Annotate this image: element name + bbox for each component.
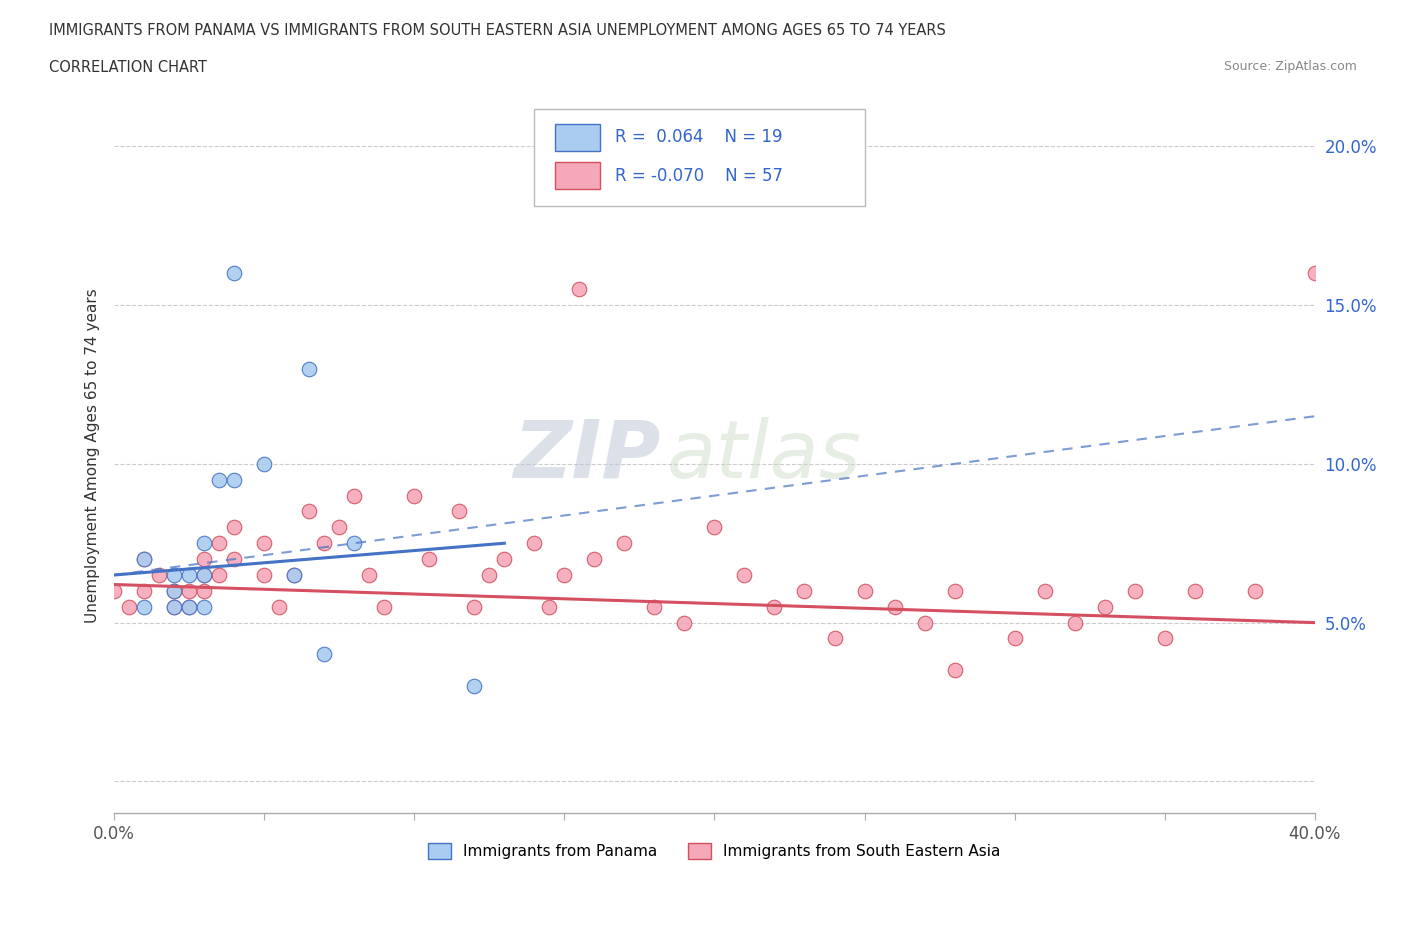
Point <box>253 536 276 551</box>
Text: R = -0.070    N = 57: R = -0.070 N = 57 <box>614 166 783 185</box>
Text: CORRELATION CHART: CORRELATION CHART <box>49 60 207 75</box>
Point <box>179 583 201 598</box>
Point <box>1033 583 1056 598</box>
Point <box>1184 583 1206 598</box>
Point <box>298 361 321 376</box>
Point <box>943 663 966 678</box>
Point <box>824 631 846 646</box>
Point <box>224 520 246 535</box>
Point <box>179 567 201 582</box>
Point <box>224 551 246 566</box>
Point <box>193 567 215 582</box>
Point <box>418 551 440 566</box>
Point <box>373 599 395 614</box>
Point <box>733 567 755 582</box>
Point <box>253 567 276 582</box>
Point <box>538 599 561 614</box>
Point <box>343 488 366 503</box>
Point <box>673 615 696 630</box>
Point <box>449 504 471 519</box>
Point <box>224 472 246 487</box>
Legend: Immigrants from Panama, Immigrants from South Eastern Asia: Immigrants from Panama, Immigrants from … <box>429 844 1001 859</box>
Point <box>343 536 366 551</box>
Point <box>208 536 231 551</box>
Text: Source: ZipAtlas.com: Source: ZipAtlas.com <box>1223 60 1357 73</box>
Point <box>494 551 516 566</box>
Point <box>314 536 336 551</box>
Point <box>283 567 305 582</box>
Point <box>793 583 815 598</box>
Point <box>943 583 966 598</box>
Point <box>314 647 336 662</box>
Point <box>643 599 665 614</box>
Point <box>478 567 501 582</box>
FancyBboxPatch shape <box>534 110 865 206</box>
Point <box>193 536 215 551</box>
Point <box>703 520 725 535</box>
Text: R =  0.064    N = 19: R = 0.064 N = 19 <box>614 128 782 146</box>
Point <box>269 599 291 614</box>
Point <box>193 599 215 614</box>
Point <box>1153 631 1175 646</box>
Point <box>163 583 186 598</box>
Point <box>163 599 186 614</box>
Point <box>1063 615 1085 630</box>
Text: atlas: atlas <box>666 417 862 495</box>
Point <box>148 567 170 582</box>
Point <box>193 551 215 566</box>
Point <box>163 599 186 614</box>
Point <box>463 679 485 694</box>
Point <box>1004 631 1026 646</box>
Point <box>1303 266 1326 281</box>
Y-axis label: Unemployment Among Ages 65 to 74 years: Unemployment Among Ages 65 to 74 years <box>86 288 100 623</box>
Point <box>179 599 201 614</box>
Point <box>883 599 905 614</box>
Point <box>134 599 156 614</box>
Point <box>298 504 321 519</box>
Point <box>568 282 591 297</box>
Point <box>523 536 546 551</box>
Point <box>613 536 636 551</box>
Point <box>193 567 215 582</box>
Point <box>404 488 426 503</box>
Point <box>328 520 350 535</box>
Point <box>914 615 936 630</box>
Point <box>463 599 485 614</box>
Point <box>179 599 201 614</box>
Point <box>359 567 381 582</box>
Point <box>163 567 186 582</box>
Point <box>253 457 276 472</box>
Point <box>763 599 786 614</box>
Text: ZIP: ZIP <box>513 417 661 495</box>
Point <box>103 583 125 598</box>
Point <box>163 583 186 598</box>
Point <box>1094 599 1116 614</box>
Point <box>283 567 305 582</box>
Point <box>553 567 575 582</box>
Point <box>224 266 246 281</box>
Bar <box>555 124 600 151</box>
Point <box>853 583 876 598</box>
Point <box>134 551 156 566</box>
Point <box>193 583 215 598</box>
Point <box>208 567 231 582</box>
Point <box>134 583 156 598</box>
Point <box>118 599 141 614</box>
Point <box>1243 583 1265 598</box>
Point <box>583 551 606 566</box>
Point <box>134 551 156 566</box>
Text: IMMIGRANTS FROM PANAMA VS IMMIGRANTS FROM SOUTH EASTERN ASIA UNEMPLOYMENT AMONG : IMMIGRANTS FROM PANAMA VS IMMIGRANTS FRO… <box>49 23 946 38</box>
Point <box>208 472 231 487</box>
Bar <box>555 162 600 190</box>
Point <box>1123 583 1146 598</box>
